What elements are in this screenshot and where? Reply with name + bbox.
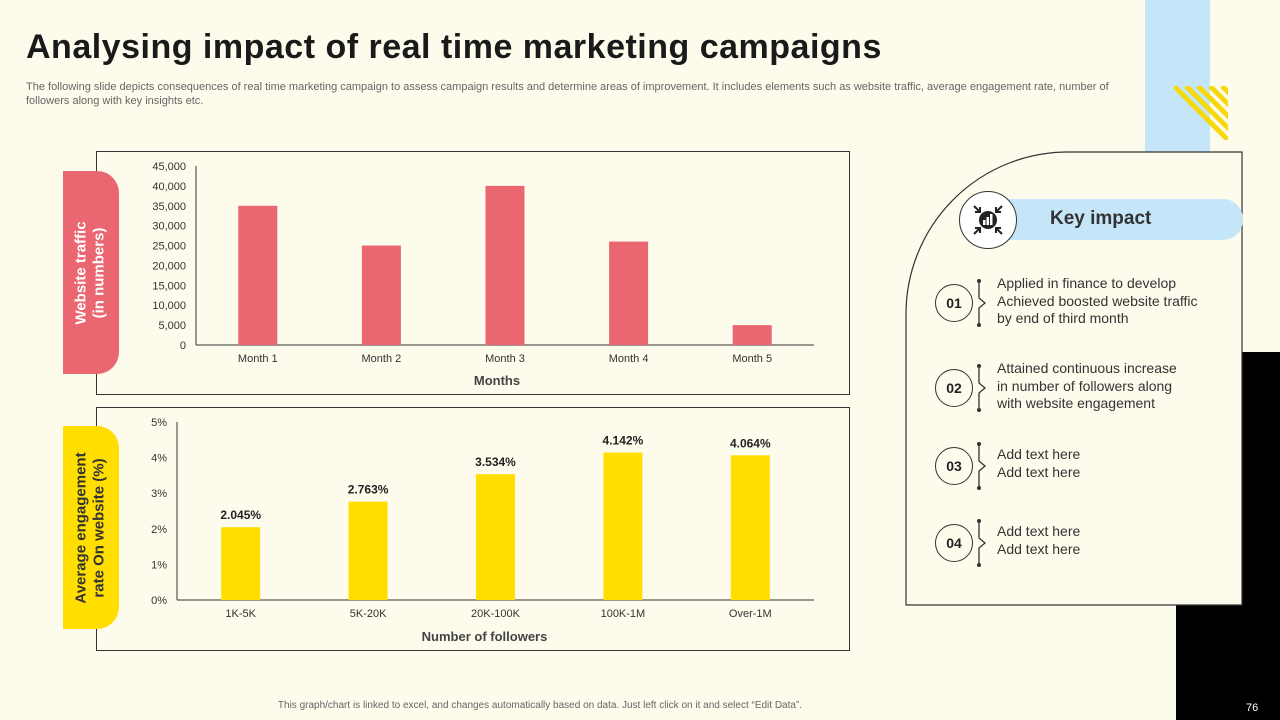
analytics-target-icon (959, 191, 1017, 249)
impact-text: Applied in finance to develop Achieved b… (997, 275, 1198, 326)
engagement-data-label: 4.064% (730, 436, 771, 450)
traffic-chart: 0 5,000 10,000 15,000 20,000 25,000 30,000 35,0… (152, 161, 814, 388)
impact-number-badge: 03 (935, 447, 973, 485)
engagement-bar[interactable] (348, 501, 388, 600)
bracket-icon (977, 519, 987, 567)
engagement-data-label: 2.763% (348, 483, 389, 497)
engagement-bar[interactable] (603, 452, 643, 600)
engagement-x-tick-label: 5K-20K (350, 608, 387, 620)
traffic-bar[interactable] (609, 241, 649, 345)
traffic-y-tick-label: 10,000 (152, 300, 186, 312)
impact-text: Attained continuous increase in number o… (997, 360, 1177, 411)
page-subtitle: The following slide depicts consequences… (26, 81, 1109, 107)
key-impact-heading: Key impact (1050, 208, 1152, 229)
engagement-side-label-text: Average engagement rate On website (%) (73, 451, 109, 604)
engagement-y-tick-label: 0% (151, 595, 167, 607)
key-impact-panel: Key impact 01 Applied in finance to deve… (905, 151, 1243, 606)
engagement-x-tick-label: 20K-100K (471, 608, 521, 620)
traffic-x-tick-label: Month 4 (609, 353, 649, 365)
key-impact-heading-pill (985, 199, 1243, 240)
engagement-x-axis-label: Number of followers (422, 629, 548, 644)
traffic-x-tick-label: Month 1 (238, 353, 278, 365)
engagement-data-label: 3.534% (475, 455, 516, 469)
impact-text: Add text here Add text here (997, 523, 1081, 557)
traffic-y-tick-label: 30,000 (152, 221, 186, 233)
traffic-side-label: Website traffic (in numbers) (63, 171, 119, 374)
traffic-x-tick-label: Month 2 (362, 353, 402, 365)
traffic-y-tick-label: 25,000 (152, 241, 186, 253)
engagement-data-label: 4.142% (603, 434, 644, 448)
engagement-data-label: 2.045% (220, 508, 261, 522)
impact-text: Add text here Add text here (997, 446, 1081, 480)
engagement-y-tick-label: 4% (151, 453, 167, 465)
traffic-bar[interactable] (361, 245, 401, 345)
impact-panel-outline (905, 151, 1243, 606)
traffic-y-tick-label: 35,000 (152, 201, 186, 213)
traffic-y-tick-label: 0 (180, 340, 186, 352)
engagement-bar[interactable] (730, 455, 770, 600)
engagement-y-tick-label: 3% (151, 488, 167, 500)
traffic-y-tick-label: 15,000 (152, 280, 186, 292)
engagement-y-tick-label: 5% (151, 417, 167, 429)
traffic-x-tick-label: Month 3 (485, 353, 525, 365)
traffic-bar[interactable] (485, 185, 525, 345)
bracket-icon (977, 442, 987, 490)
impact-item-02: 02 Attained continuous increase in numbe… (905, 357, 1243, 417)
decorative-stripes (1174, 86, 1228, 140)
traffic-y-tick-label: 20,000 (152, 260, 186, 272)
impact-number-badge: 04 (935, 524, 973, 562)
traffic-chart-frame[interactable]: 0 5,000 10,000 15,000 20,000 25,000 30,000 35,0… (96, 151, 850, 395)
engagement-x-tick-label: Over-1M (729, 608, 772, 620)
engagement-chart: 0% 1% 2% 3% 4% 5% 1K-5K 2.045% 5K-20K 2.763% 20K-1… (151, 417, 814, 644)
traffic-x-axis-label: Months (474, 373, 520, 388)
traffic-bar[interactable] (238, 205, 278, 345)
engagement-bar[interactable] (221, 527, 261, 600)
engagement-bar[interactable] (476, 474, 515, 600)
impact-number-badge: 02 (935, 369, 973, 407)
engagement-chart-frame[interactable]: 0% 1% 2% 3% 4% 5% 1K-5K 2.045% 5K-20K 2.763% 20K-1… (96, 407, 850, 651)
engagement-side-label: Average engagement rate On website (%) (63, 426, 119, 629)
impact-item-04: 04 Add text here Add text here (905, 512, 1243, 572)
traffic-y-tick-label: 45,000 (152, 161, 186, 173)
engagement-x-tick-label: 1K-5K (225, 608, 256, 620)
traffic-x-tick-label: Month 5 (732, 353, 772, 365)
traffic-y-tick-label: 5,000 (158, 320, 186, 332)
impact-item-03: 03 Add text here Add text here (905, 435, 1243, 495)
traffic-bar[interactable] (732, 325, 772, 345)
page-number: 76 (1246, 702, 1259, 714)
page-title: Analysing impact of real time marketing … (26, 28, 882, 66)
traffic-side-label-text: Website traffic (in numbers) (73, 220, 108, 325)
impact-number-badge: 01 (935, 284, 973, 322)
engagement-y-tick-label: 1% (151, 559, 167, 571)
bracket-icon (977, 279, 987, 327)
traffic-y-tick-label: 40,000 (152, 181, 186, 193)
bracket-icon (977, 364, 987, 412)
footer-note: This graph/chart is linked to excel, and… (277, 700, 803, 711)
impact-item-01: 01 Applied in finance to develop Achieve… (905, 272, 1243, 332)
engagement-y-tick-label: 2% (151, 524, 167, 536)
engagement-x-tick-label: 100K-1M (601, 608, 646, 620)
